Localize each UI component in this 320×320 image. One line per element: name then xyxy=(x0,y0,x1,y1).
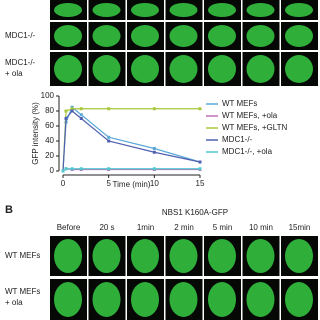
nucleus xyxy=(131,55,159,83)
nucleus xyxy=(208,239,236,273)
column-label: 20 s xyxy=(99,223,114,232)
point xyxy=(64,109,68,113)
point xyxy=(64,167,68,171)
nucleus xyxy=(208,25,236,47)
point xyxy=(79,107,83,111)
nucleus xyxy=(246,55,275,83)
nucleus xyxy=(169,3,198,17)
legend-label: WT MEFs, +GLTN xyxy=(222,123,287,132)
point xyxy=(152,107,156,111)
legend-label: MDC1-/-, +ola xyxy=(222,147,273,156)
nucleus xyxy=(285,3,313,17)
nucleus xyxy=(169,55,198,83)
y-axis-label: GFP intensity (%) xyxy=(31,102,40,165)
nucleus xyxy=(169,282,198,317)
nucleus xyxy=(246,3,275,17)
nucleus xyxy=(169,239,198,273)
x-tick-label: 10 xyxy=(150,179,159,188)
point xyxy=(107,139,111,143)
y-tick-label: 40 xyxy=(45,136,54,145)
nucleus xyxy=(131,282,159,317)
point xyxy=(107,167,111,171)
nucleus xyxy=(131,25,159,47)
nucleus xyxy=(285,282,313,317)
point xyxy=(198,107,202,111)
x-tick-label: 5 xyxy=(106,179,111,188)
point xyxy=(152,150,156,154)
x-tick-label: 15 xyxy=(196,179,205,188)
nucleus xyxy=(54,55,82,83)
column-label: 15min xyxy=(289,223,311,232)
point xyxy=(107,107,111,111)
nucleus xyxy=(285,239,313,273)
nucleus xyxy=(92,25,121,47)
series-line xyxy=(62,106,201,172)
nucleus xyxy=(208,55,236,83)
y-tick-label: 20 xyxy=(45,151,54,160)
nucleus xyxy=(92,3,121,17)
nucleus xyxy=(131,3,159,17)
legend-label: MDC1-/- xyxy=(222,135,253,144)
nucleus xyxy=(92,55,121,83)
nucleus xyxy=(285,55,313,83)
row-label: + ola xyxy=(5,69,23,78)
panel-title: NBS1 K160A-GFP xyxy=(162,208,228,217)
nucleus xyxy=(246,282,275,317)
legend-label: WT MEFs, +ola xyxy=(222,111,278,120)
legend-label: WT MEFs xyxy=(222,99,257,108)
point xyxy=(64,117,68,120)
point xyxy=(70,109,74,113)
column-label: 5 min xyxy=(213,223,233,232)
series-line xyxy=(62,108,200,172)
row-label: WT MEFs xyxy=(5,251,40,260)
nucleus xyxy=(285,25,313,47)
point xyxy=(79,117,83,120)
point xyxy=(107,135,111,139)
series-line xyxy=(62,110,201,172)
point xyxy=(61,169,65,173)
row-label: + ola xyxy=(5,298,23,307)
nucleus xyxy=(92,239,121,273)
nucleus xyxy=(208,282,236,317)
column-label: 10 min xyxy=(249,223,273,232)
nucleus xyxy=(169,25,198,47)
x-axis-label: Time (min) xyxy=(113,180,151,189)
y-tick-label: 80 xyxy=(45,106,54,115)
row-label: WT MEFs xyxy=(5,287,40,296)
point xyxy=(70,107,74,111)
row-label: MDC1-/- xyxy=(5,31,36,40)
point xyxy=(79,113,83,117)
point xyxy=(70,167,74,171)
y-tick-label: 60 xyxy=(45,121,54,130)
x-tick-label: 0 xyxy=(61,179,66,188)
column-label: 2 min xyxy=(174,223,194,232)
nucleus xyxy=(54,282,82,317)
y-tick-label: 0 xyxy=(50,166,55,175)
row-label: MDC1-/- xyxy=(5,58,36,67)
point xyxy=(198,160,202,164)
nucleus xyxy=(246,239,275,273)
nucleus xyxy=(246,25,275,47)
nucleus xyxy=(54,3,82,17)
nucleus xyxy=(54,25,82,47)
nucleus xyxy=(208,3,236,17)
point xyxy=(198,167,202,171)
point xyxy=(152,167,156,171)
point xyxy=(79,167,83,171)
column-label: Before xyxy=(57,223,81,232)
nucleus xyxy=(54,239,82,273)
panel-letter: B xyxy=(5,204,13,216)
point xyxy=(152,147,156,150)
nucleus xyxy=(131,239,159,273)
y-tick-label: 100 xyxy=(41,91,55,100)
column-label: 1min xyxy=(137,223,154,232)
nucleus xyxy=(92,282,121,317)
